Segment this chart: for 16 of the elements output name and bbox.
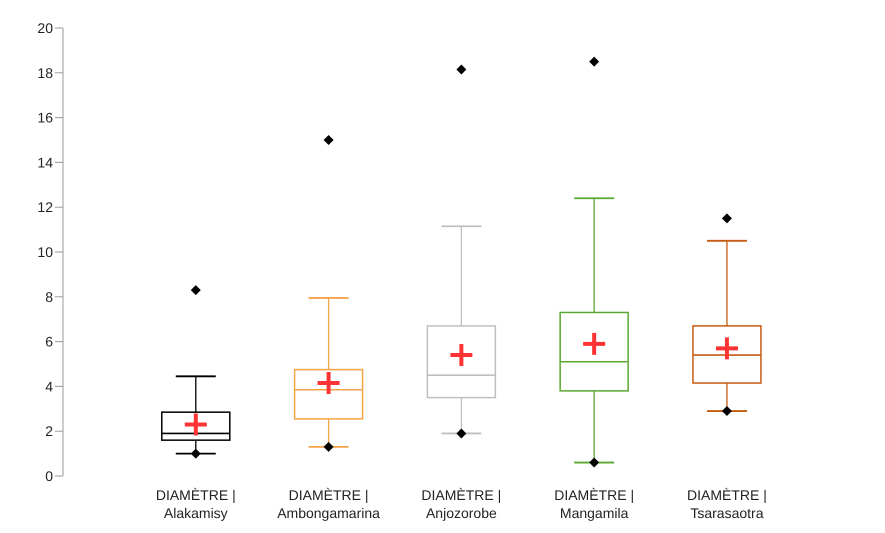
x-tick-label: DIAMÈTRE | Alakamisy bbox=[156, 487, 236, 521]
x-tick-label: DIAMÈTRE | Anjozorobe bbox=[421, 487, 502, 521]
y-tick-label: 14 bbox=[37, 154, 54, 170]
x-tick-label: DIAMÈTRE | Tsarasaotra bbox=[687, 487, 767, 521]
y-tick-label: 20 bbox=[37, 20, 54, 36]
y-tick-label: 12 bbox=[37, 199, 54, 216]
y-tick-label: 2 bbox=[45, 423, 54, 440]
y-tick-label: 6 bbox=[45, 334, 54, 350]
y-tick-label: 8 bbox=[45, 288, 54, 305]
y-tick-label: 10 bbox=[37, 244, 54, 260]
y-tick-label: 0 bbox=[45, 468, 54, 484]
y-tick-label: 18 bbox=[37, 64, 54, 81]
y-tick-label: 16 bbox=[37, 110, 54, 126]
x-tick-label: DIAMÈTRE | Ambongamarina bbox=[277, 487, 380, 521]
x-tick-label: DIAMÈTRE | Mangamila bbox=[554, 487, 634, 521]
y-tick-label: 4 bbox=[45, 378, 54, 394]
